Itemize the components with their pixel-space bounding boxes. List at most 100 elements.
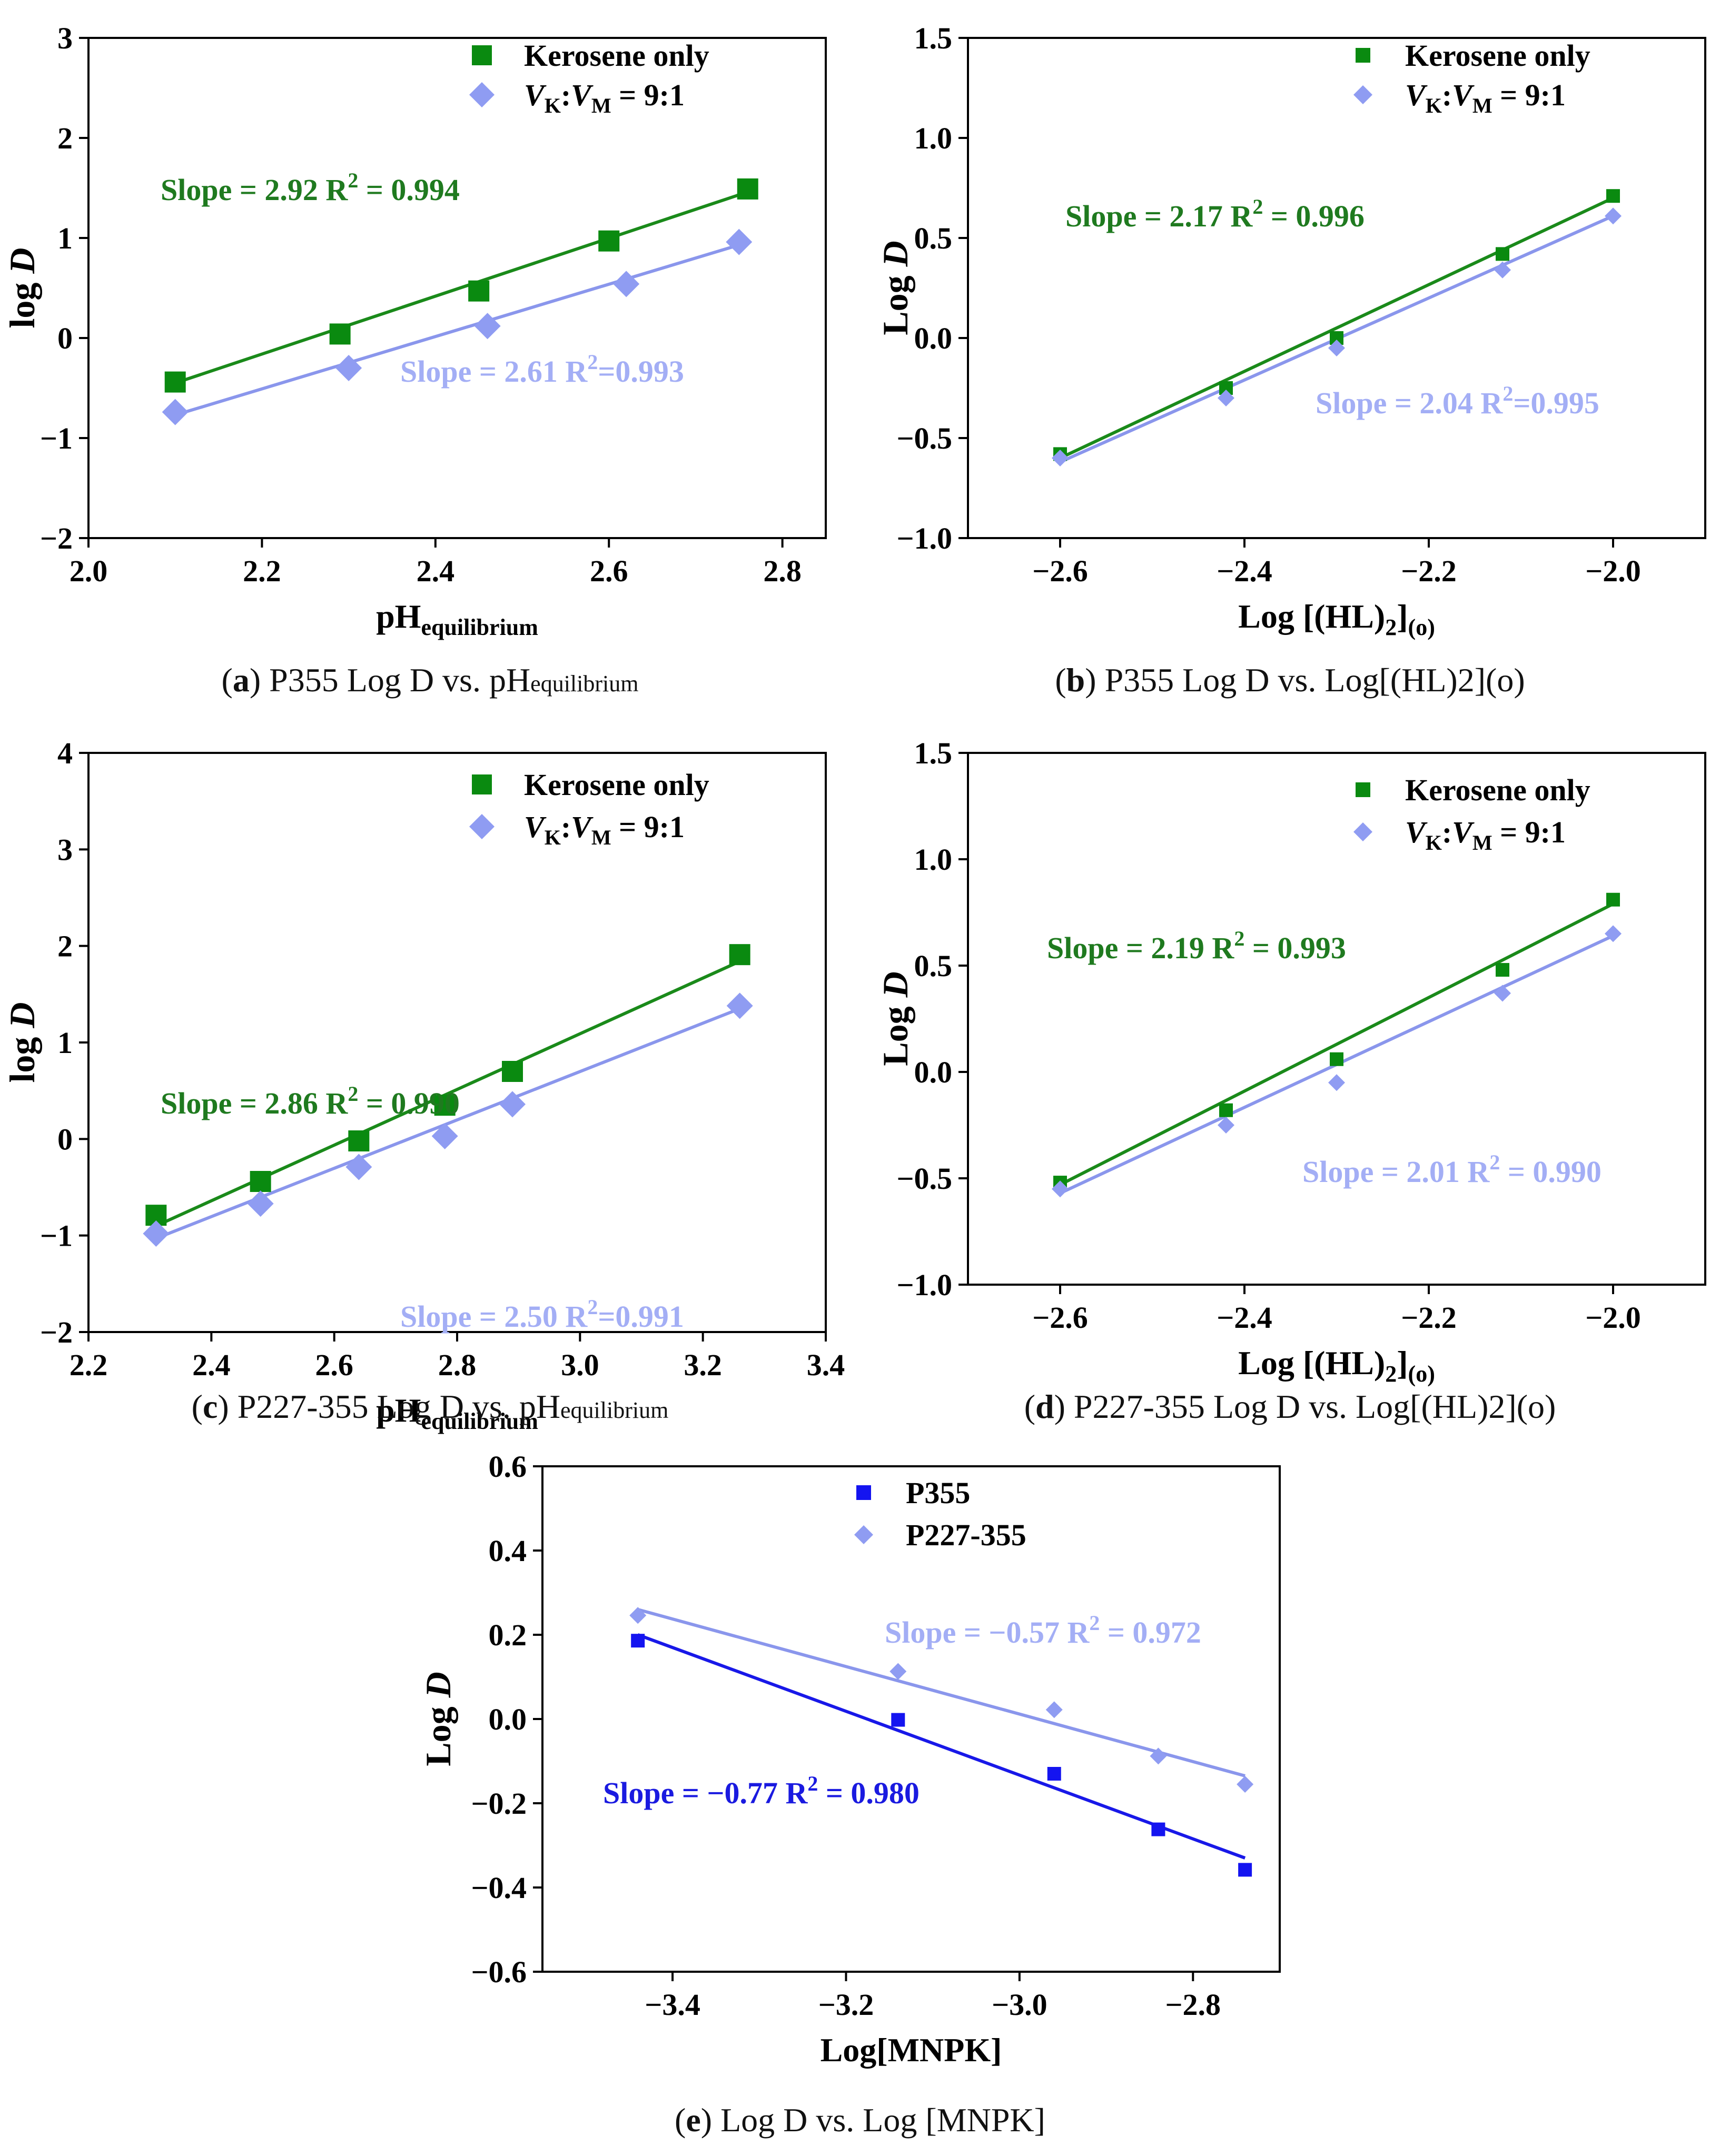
legend-label-part: M: [1472, 94, 1492, 117]
y-tick-label: 2: [57, 121, 73, 155]
slope-text: Slope = 2.01: [1302, 1155, 1460, 1189]
legend-label-part: = 9:1: [1492, 815, 1566, 849]
legend-label: Kerosene only: [1405, 38, 1590, 73]
x-tick-label: −2.2: [1401, 1300, 1457, 1335]
chart-svg-d: −2.6 −2.4 −2.2 −2.0 −1.0 −0.5 0.0 0.5 1.0 1.5 Log …: [875, 736, 1706, 1387]
legend-label: P355: [906, 1476, 970, 1510]
data-point-square: [631, 1634, 645, 1648]
x-axis-label: pHequilibrium: [376, 1392, 538, 1434]
r2-text: R: [558, 354, 588, 389]
y-tick-label: −1: [40, 421, 73, 455]
caption-b: (b) P355 Log D vs. Log[(HL)2](o): [1055, 661, 1525, 699]
slope-text: Slope = 2.61: [400, 354, 558, 389]
data-point-square: [164, 371, 186, 393]
y-tick-label: 1.0: [914, 842, 953, 877]
legend-label-part: :: [561, 78, 571, 112]
legend-label: Kerosene only: [1405, 773, 1590, 807]
r2-text: R: [1204, 931, 1235, 965]
x-axis-label-sub: (o): [1408, 1361, 1435, 1387]
data-point-diamond: [162, 399, 189, 425]
slope-annotation: Slope = 2.92 R2 = 0.994: [161, 168, 460, 207]
x-tick-label: −2.2: [1401, 554, 1457, 588]
caption-sub: equilibrium: [560, 1397, 669, 1423]
legend-label-part: K: [545, 94, 561, 117]
x-axis-label-mid: ]: [1397, 1344, 1408, 1382]
fit-line-1: [174, 243, 740, 417]
y-tick-label: 0: [57, 321, 73, 355]
caption-text: P355 Log D vs. pH: [269, 661, 531, 699]
x-axis-label: pHequilibrium: [376, 598, 538, 640]
y-tick-label: 0.4: [489, 1534, 527, 1568]
x-axis-label-main: pH: [376, 1392, 421, 1429]
legend-marker-square: [1356, 782, 1370, 797]
legend-marker-diamond: [1353, 822, 1372, 841]
r2-value: = 0.993: [1244, 931, 1346, 965]
r2-superscript: 2: [1089, 1611, 1100, 1635]
x-tick-label: 2.6: [315, 1348, 353, 1382]
x-tick-label: −2.4: [1217, 554, 1272, 588]
data-point-diamond: [629, 1607, 647, 1624]
x-tick-label: −2.0: [1585, 1300, 1641, 1335]
data-point-square: [729, 944, 750, 966]
y-axis-label-main: log: [2, 274, 42, 329]
y-axis-label-italic: D: [875, 241, 915, 267]
data-point-diamond: [1605, 207, 1622, 225]
x-tick-label: −3.4: [645, 1988, 700, 2022]
x-axis-label: Log [(HL)2](o): [1238, 1344, 1435, 1387]
r2-text: R: [778, 1776, 808, 1810]
data-point-square: [891, 1713, 905, 1727]
x-tick-label: 3.0: [561, 1348, 599, 1382]
legend-label-part: :: [1442, 78, 1452, 112]
r2-value: = 0.972: [1100, 1615, 1201, 1650]
x-tick-label: −3.0: [992, 1988, 1047, 2022]
y-tick-label: 1: [57, 1026, 73, 1060]
legend-label-part: = 9:1: [611, 810, 685, 844]
caption-e: (e) Log D vs. Log [MNPK]: [675, 2101, 1045, 2139]
x-tick-label: 2.2: [70, 1348, 108, 1382]
legend-label-part: V: [1405, 78, 1428, 112]
x-tick-label: −2.4: [1217, 1300, 1272, 1335]
legend-marker-diamond: [469, 82, 495, 107]
x-tick-label: −3.2: [818, 1988, 874, 2022]
data-point-square: [1496, 247, 1509, 261]
data-point-square: [1330, 1052, 1343, 1066]
caption-c: (c) P227-355 Log D vs. pHequilibrium: [191, 1388, 669, 1425]
chart-panel-c: 2.2 2.4 2.6 2.8 3.0 3.2 3.4 −2 −1 0 1 2 3 4 pHequilibr…: [0, 721, 845, 1434]
fit-line-0: [1059, 902, 1614, 1186]
chart-panel-d: −2.6 −2.4 −2.2 −2.0 −1.0 −0.5 0.0 0.5 1.0 1.5 Log …: [860, 721, 1720, 1395]
y-tick-label: −2: [40, 1315, 73, 1349]
fit-line-0: [637, 1633, 1246, 1860]
caption-letter: e: [686, 2101, 701, 2139]
r2-superscript: 2: [348, 168, 358, 192]
slope-annotation: Slope = 2.19 R2 = 0.993: [1047, 927, 1346, 965]
data-point-square: [1238, 1863, 1252, 1877]
legend-label: VK:VM = 9:1: [1405, 78, 1566, 117]
caption-sub: equilibrium: [530, 671, 639, 697]
legend-marker-square: [1356, 48, 1370, 63]
r2-value: =0.991: [598, 1299, 684, 1334]
slope-text: Slope = −0.77: [603, 1776, 778, 1810]
legend-label-part: :: [561, 810, 571, 844]
x-axis-label-sub: 2: [1385, 1361, 1397, 1387]
y-axis-label: Log D: [875, 241, 915, 335]
legend-label-part: V: [571, 78, 594, 112]
y-tick-label: 4: [57, 736, 73, 770]
data-point-diamond: [143, 1220, 170, 1247]
legend-label-part: V: [1452, 815, 1475, 849]
data-point-square: [1496, 963, 1509, 977]
data-point-diamond: [431, 1122, 458, 1149]
chart-panel-b: −2.6 −2.4 −2.2 −2.0 −1.0 −0.5 0.0 0.5 1.0 1.5 Log …: [860, 0, 1720, 663]
legend-label-part: K: [545, 826, 561, 849]
slope-annotation: Slope = 2.61 R2=0.993: [400, 350, 684, 389]
r2-value: = 0.980: [818, 1776, 920, 1810]
r2-value: =0.993: [598, 354, 684, 389]
y-axis-label-italic: D: [2, 1002, 42, 1028]
r2-superscript: 2: [1489, 1150, 1500, 1174]
y-tick-label: 0.0: [914, 321, 953, 355]
y-tick-label: 1: [57, 221, 73, 255]
data-point-diamond: [613, 271, 640, 297]
caption-a: (a) P355 Log D vs. pHequilibrium: [221, 661, 639, 699]
x-tick-label: 2.2: [243, 554, 281, 588]
fit-line-0: [174, 190, 748, 385]
legend-label-part: V: [571, 810, 594, 844]
